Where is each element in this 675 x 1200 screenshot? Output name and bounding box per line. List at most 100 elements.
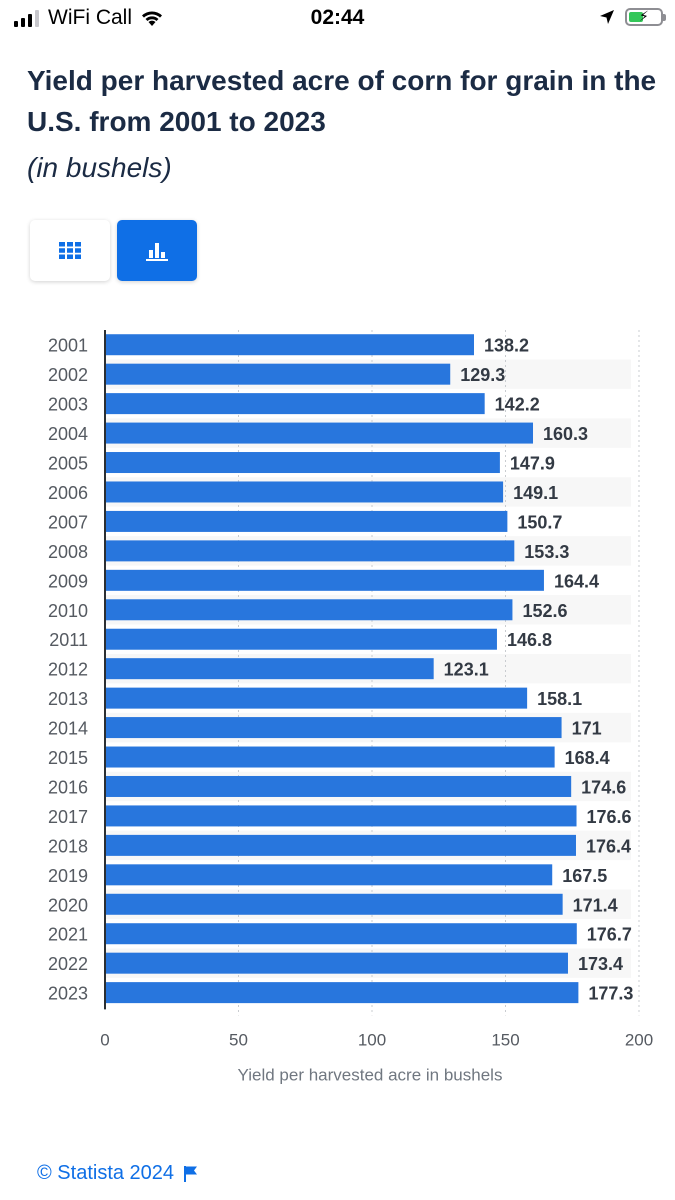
location-arrow-icon: [600, 10, 614, 24]
data-label: 173.4: [578, 954, 623, 974]
bar-2005[interactable]: [105, 452, 500, 474]
y-tick-label: 2001: [48, 336, 88, 356]
bar-2008[interactable]: [105, 540, 515, 562]
battery-icon: ⚡: [625, 8, 666, 26]
bar-2010[interactable]: [105, 599, 513, 621]
bar-2012[interactable]: [105, 658, 434, 680]
y-tick-label: 2003: [48, 395, 88, 415]
data-label: 146.8: [507, 630, 552, 650]
chart-subtitle: (in bushels): [27, 152, 172, 183]
status-time: 02:44: [310, 6, 365, 29]
bar-2020[interactable]: [105, 893, 563, 915]
charging-bolt-icon: ⚡: [639, 8, 649, 24]
bar-2011[interactable]: [105, 628, 497, 650]
data-label: 167.5: [562, 866, 607, 886]
data-label: 147.9: [510, 454, 555, 474]
status-right: ⚡: [599, 8, 666, 26]
bar-2004[interactable]: [105, 422, 534, 444]
y-tick-label: 2009: [48, 571, 88, 591]
data-label: 150.7: [517, 512, 562, 532]
bar-2019[interactable]: [105, 864, 553, 886]
y-tick-label: 2008: [48, 542, 88, 562]
cellular-signal-icon: [14, 9, 39, 27]
data-label: 176.4: [586, 836, 631, 856]
data-label: 171.4: [573, 895, 618, 915]
y-tick-label: 2017: [48, 807, 88, 827]
x-axis-title: Yield per harvested acre in bushels: [238, 1065, 503, 1084]
y-tick-labels: 2001 2002 2003 2004 2005 2006 2007 2008 2009 2010…: [48, 336, 88, 1004]
copyright-link[interactable]: © Statista 2024: [37, 1162, 198, 1185]
data-label: 177.3: [588, 984, 633, 1004]
data-label: 152.6: [522, 601, 567, 621]
bar-2001[interactable]: [105, 334, 474, 356]
bar-chart: 2001 2002 2003 2004 2005 2006 2007 2008 2009 2010…: [48, 330, 653, 1084]
y-tick-label: 2007: [48, 512, 88, 532]
y-tick-label: 2011: [49, 630, 88, 650]
chart-title: Yield per harvested acre of corn for gra…: [27, 65, 657, 137]
x-tick-labels: 0 50 100 150 200: [100, 1030, 653, 1049]
bars: [105, 334, 579, 1004]
y-tick-label: 2002: [48, 365, 88, 385]
x-tick-label: 200: [625, 1030, 653, 1049]
wifi-icon: [142, 11, 162, 26]
bar-2002[interactable]: [105, 363, 451, 385]
data-label: 160.3: [543, 424, 588, 444]
y-tick-label: 2012: [48, 660, 88, 680]
bar-2009[interactable]: [105, 569, 544, 591]
y-tick-label: 2023: [48, 984, 88, 1004]
bar-2007[interactable]: [105, 510, 508, 532]
bar-2015[interactable]: [105, 746, 555, 768]
battery-level: [629, 12, 643, 22]
y-tick-label: 2021: [48, 925, 88, 945]
y-tick-label: 2018: [48, 836, 88, 856]
data-label: 123.1: [444, 660, 489, 680]
bar-2014[interactable]: [105, 717, 562, 739]
y-tick-label: 2016: [48, 777, 88, 797]
x-tick-label: 100: [358, 1030, 386, 1049]
data-label: 174.6: [581, 777, 626, 797]
data-label: 176.6: [587, 807, 632, 827]
data-label: 142.2: [495, 395, 540, 415]
bar-2021[interactable]: [105, 923, 577, 945]
data-label: 153.3: [524, 542, 569, 562]
x-tick-label: 50: [229, 1030, 248, 1049]
bar-2016[interactable]: [105, 775, 572, 797]
y-tick-label: 2020: [48, 895, 88, 915]
y-tick-label: 2014: [48, 719, 88, 739]
carrier-label: WiFi Call: [48, 6, 132, 29]
y-tick-label: 2015: [48, 748, 88, 768]
chart-view-button[interactable]: [117, 220, 197, 281]
y-tick-label: 2005: [48, 454, 88, 474]
bar-2023[interactable]: [105, 982, 579, 1004]
bar-2006[interactable]: [105, 481, 504, 503]
copyright-text: © Statista 2024: [37, 1162, 175, 1184]
bar-2018[interactable]: [105, 834, 576, 856]
bar-chart-icon: [146, 242, 168, 261]
y-tick-label: 2010: [48, 601, 88, 621]
x-tick-label: 150: [491, 1030, 519, 1049]
data-label: 171: [572, 719, 602, 739]
bar-2013[interactable]: [105, 687, 528, 709]
y-tick-label: 2013: [48, 689, 88, 709]
grid-icon: [59, 242, 81, 259]
x-tick-label: 0: [100, 1030, 109, 1049]
data-label: 149.1: [513, 483, 558, 503]
y-tick-label: 2022: [48, 954, 88, 974]
status-bar: WiFi Call 02:44 ⚡: [0, 0, 675, 38]
data-label: 158.1: [537, 689, 582, 709]
status-left: WiFi Call: [14, 6, 164, 30]
data-label: 129.3: [460, 365, 505, 385]
data-label: 138.2: [484, 336, 529, 356]
data-label: 168.4: [565, 748, 610, 768]
table-view-button[interactable]: [30, 220, 110, 281]
bar-2022[interactable]: [105, 952, 568, 974]
data-label: 176.7: [587, 925, 632, 945]
y-tick-label: 2019: [48, 866, 88, 886]
data-label: 164.4: [554, 571, 599, 591]
bar-2017[interactable]: [105, 805, 577, 827]
flag-icon: [184, 1165, 198, 1182]
y-tick-label: 2004: [48, 424, 88, 444]
bar-2003[interactable]: [105, 393, 485, 415]
y-tick-label: 2006: [48, 483, 88, 503]
